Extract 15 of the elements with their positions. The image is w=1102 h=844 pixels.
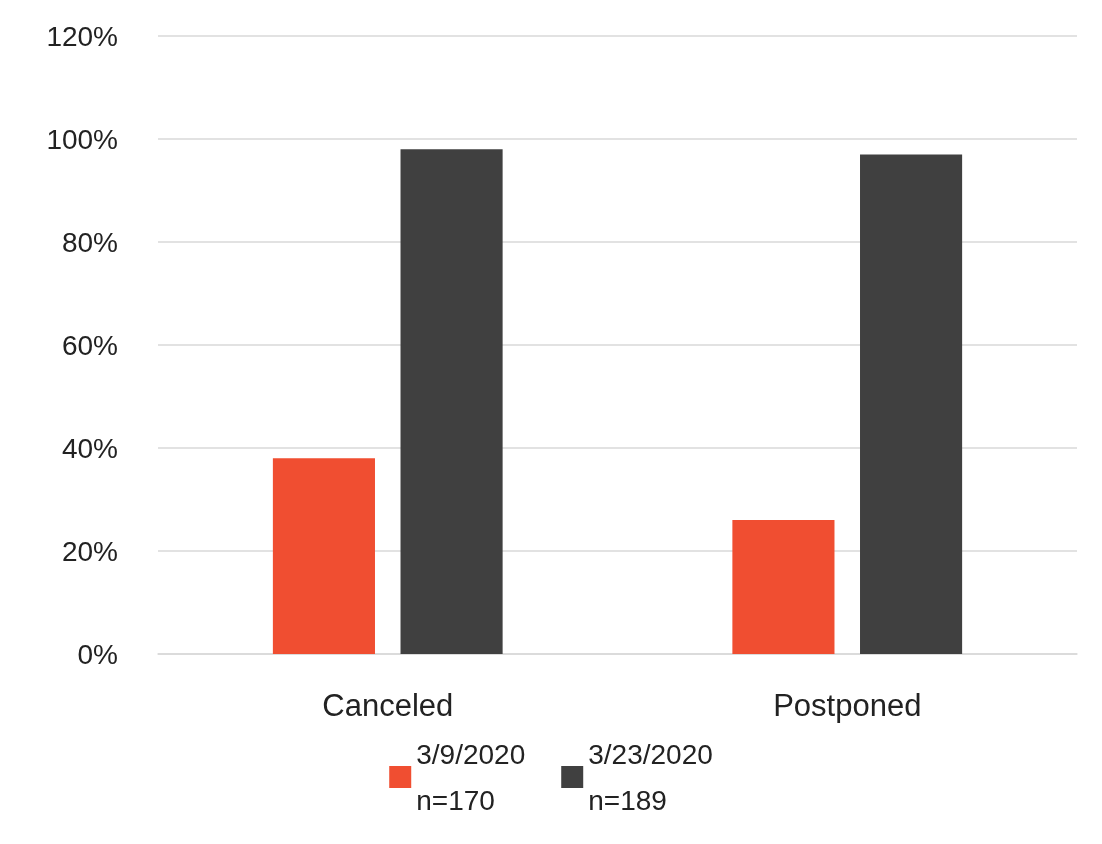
legend-label: 3/23/2020 n=189: [588, 738, 713, 816]
bar: [272, 458, 375, 654]
x-tick-label: Postponed: [773, 688, 922, 723]
x-tick-label: Canceled: [322, 688, 454, 723]
y-tick-label: 60%: [61, 329, 118, 361]
y-tick-label: 40%: [61, 432, 118, 464]
y-tick-label: 80%: [61, 226, 118, 258]
y-tick-label: 100%: [46, 123, 118, 155]
y-tick-label: 0%: [77, 638, 118, 670]
bar: [400, 149, 503, 654]
legend-label: 3/9/2020 n=170: [416, 738, 526, 816]
bar: [860, 154, 963, 654]
y-tick-label: 20%: [61, 535, 118, 567]
bar: [732, 520, 835, 654]
y-tick-label: 120%: [46, 20, 118, 52]
